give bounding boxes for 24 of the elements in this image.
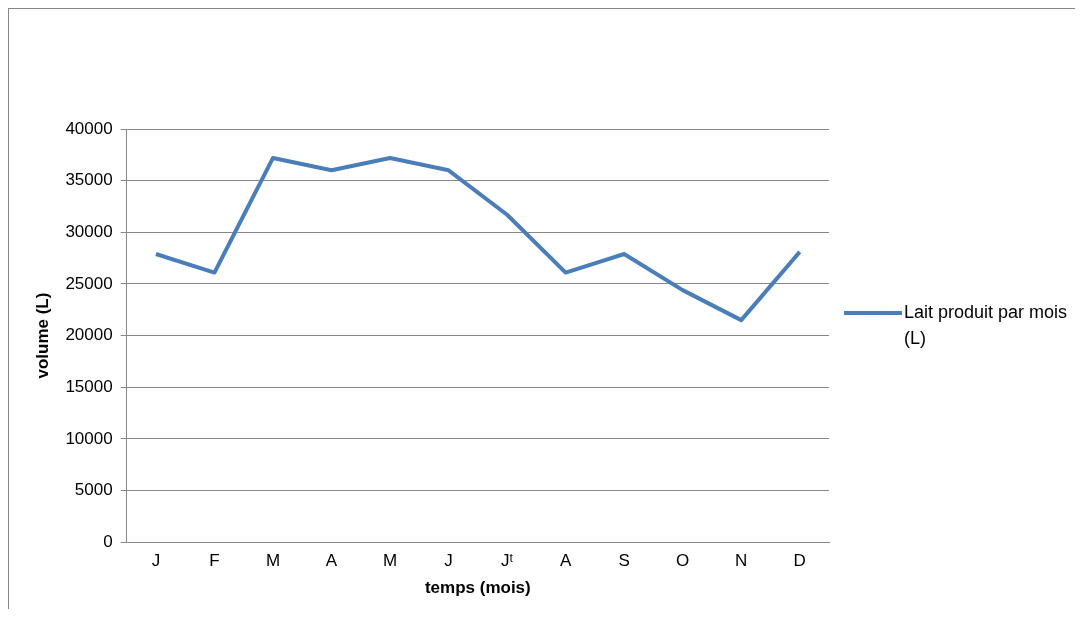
y-tick-label: 0: [103, 531, 113, 551]
y-tick-label: 40000: [65, 118, 113, 138]
x-tick-label: M: [265, 551, 281, 571]
x-tick-label: M: [382, 551, 398, 571]
y-tick-label: 35000: [65, 170, 113, 190]
x-axis-title: temps (mois): [424, 578, 531, 598]
y-tick-label: 25000: [65, 273, 113, 293]
y-tick-label: 5000: [74, 480, 113, 500]
y-tick-label: 20000: [65, 325, 113, 345]
x-tick-label: J: [444, 551, 453, 571]
legend-label: Lait produit par mois (L): [904, 301, 1069, 350]
x-tick-label: J: [151, 551, 161, 571]
x-tick-label: D: [793, 551, 806, 571]
x-tick-label: Jᵗ: [500, 551, 514, 571]
x-tick-label: S: [618, 551, 630, 571]
x-tick-label: A: [325, 551, 338, 571]
x-tick-label: O: [676, 551, 690, 571]
y-axis-title: volume (L): [32, 292, 52, 379]
x-tick-label: A: [559, 551, 572, 571]
y-tick-label: 15000: [65, 376, 113, 396]
x-tick-label: F: [209, 551, 220, 571]
y-tick-label: 30000: [65, 221, 113, 241]
y-tick-label: 10000: [65, 428, 113, 448]
x-tick-label: N: [735, 551, 748, 571]
